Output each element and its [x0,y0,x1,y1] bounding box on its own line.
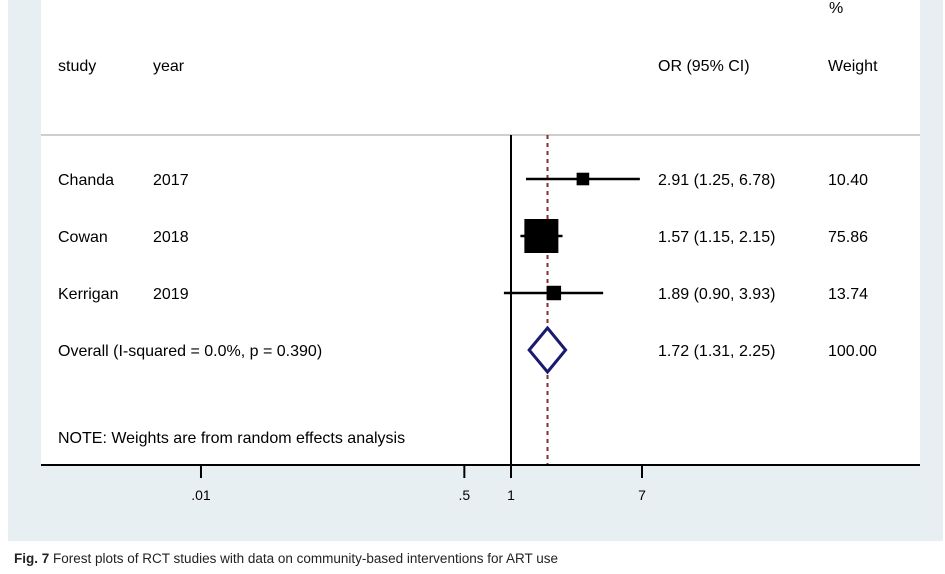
header-weight: Weight [828,58,878,75]
x-tick-label: 1 [507,487,515,503]
or-ci-text: 1.57 (1.15, 2.15) [658,229,775,246]
study-row: Chanda 2017 2.91 (1.25, 6.78) 10.40 [58,172,868,189]
study-year: 2019 [153,286,189,303]
forest-plot: study year OR (95% CI) % Weight Chanda 20… [41,0,920,503]
weight-box [576,172,590,186]
figure-caption: Fig. 7 Forest plots of RCT studies with … [14,551,558,566]
or-ci-text: 2.91 (1.25, 6.78) [658,172,775,189]
weight-text: 13.74 [828,286,868,303]
study-row: Cowan 2018 1.57 (1.15, 2.15) 75.86 [58,219,868,253]
study-year: 2018 [153,229,189,246]
x-axis-ticks: .01 .5 1 7 [191,465,646,503]
x-tick-label: 7 [638,487,646,503]
overall-or-ci-text: 1.72 (1.31, 2.25) [658,343,775,360]
header-or: OR (95% CI) [658,58,750,75]
note-text: NOTE: Weights are from random effects an… [58,430,405,447]
x-tick-label: .5 [458,487,470,503]
or-ci-text: 1.89 (0.90, 3.93) [658,286,775,303]
caption-label: Fig. 7 [14,551,50,566]
study-row: Kerrigan 2019 1.89 (0.90, 3.93) 13.74 [58,285,868,303]
caption-text: Forest plots of RCT studies with data on… [49,551,559,566]
header-study: study [58,58,96,75]
study-rows: Chanda 2017 2.91 (1.25, 6.78) 10.40 Cowan 201… [58,135,868,465]
overall-row: Overall (I-squared = 0.0%, p = 0.390) 1.7… [58,325,877,375]
study-year: 2017 [153,172,189,189]
study-name: Cowan [58,229,108,246]
weight-box [524,219,559,253]
x-tick-label: .01 [191,487,211,503]
header-year: year [153,58,185,75]
header-weight-percent: % [829,0,843,17]
study-name: Kerrigan [58,286,118,303]
overall-diamond [527,325,568,375]
overall-label: Overall (I-squared = 0.0%, p = 0.390) [58,343,322,360]
overall-weight-text: 100.00 [828,343,877,360]
weight-box [546,285,562,301]
weight-text: 75.86 [828,229,868,246]
weight-text: 10.40 [828,172,868,189]
forest-plot-figure: study year OR (95% CI) % Weight Chanda 20… [8,0,943,566]
study-name: Chanda [58,172,114,189]
plot-panel [41,0,920,465]
